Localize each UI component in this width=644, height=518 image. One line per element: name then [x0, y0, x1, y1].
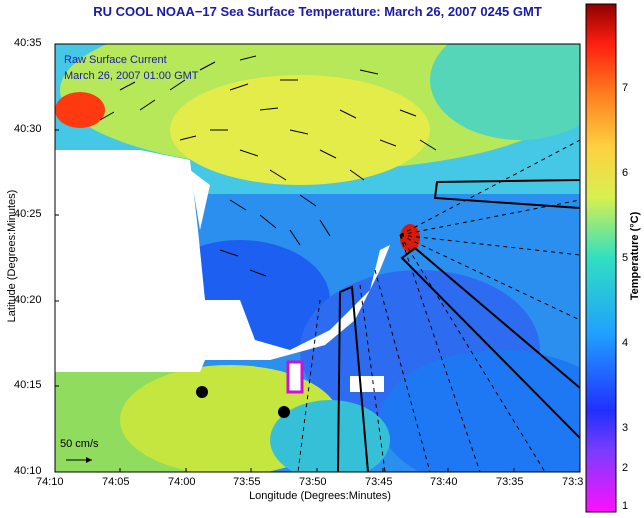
y-tick: 40:20	[14, 294, 42, 306]
x-tick: 73:35	[496, 476, 524, 488]
x-axis-label: Longitude (Degrees:Minutes)	[249, 490, 391, 502]
temperature-field	[55, 44, 580, 472]
station-marker	[278, 406, 290, 418]
colorbar-tick: 5	[622, 252, 629, 264]
y-tick: 40:15	[14, 379, 42, 391]
product-label: Raw Surface Current	[64, 54, 167, 66]
colorbar-tick: 7	[622, 82, 629, 94]
x-tick: 74:10	[36, 476, 64, 488]
colorbar-tick: 6	[622, 167, 629, 179]
x-tick: 74:05	[102, 476, 130, 488]
x-tick: 73:3	[562, 476, 584, 488]
current-vectors	[99, 55, 437, 277]
product-time: March 26, 2007 01:00 GMT	[64, 70, 199, 82]
colorbar-title: Temperature (°C)	[629, 211, 641, 301]
x-tick: 73:45	[365, 476, 393, 488]
y-tick: 40:10	[14, 465, 42, 477]
map-title: RU COOL NOAA−17 Sea Surface Temperature:…	[93, 4, 542, 19]
colorbar	[585, 3, 617, 513]
x-tick: 73:50	[299, 476, 327, 488]
x-tick: 73:40	[430, 476, 458, 488]
colorbar-tick: 3	[622, 422, 629, 434]
scale-label: 50 cm/s	[60, 438, 99, 450]
station-marker	[196, 386, 208, 398]
colorbar-tick: 1	[622, 500, 629, 512]
y-tick: 40:25	[14, 208, 42, 220]
y-tick: 40:35	[14, 37, 42, 49]
y-axis-label: Latitude (Degrees:Minutes)	[6, 189, 18, 323]
colorbar-tick: 2	[622, 462, 629, 474]
y-tick: 40:30	[14, 123, 42, 135]
x-tick: 73:55	[233, 476, 261, 488]
colorbar-tick: 4	[622, 337, 629, 349]
x-tick: 74:00	[168, 476, 196, 488]
